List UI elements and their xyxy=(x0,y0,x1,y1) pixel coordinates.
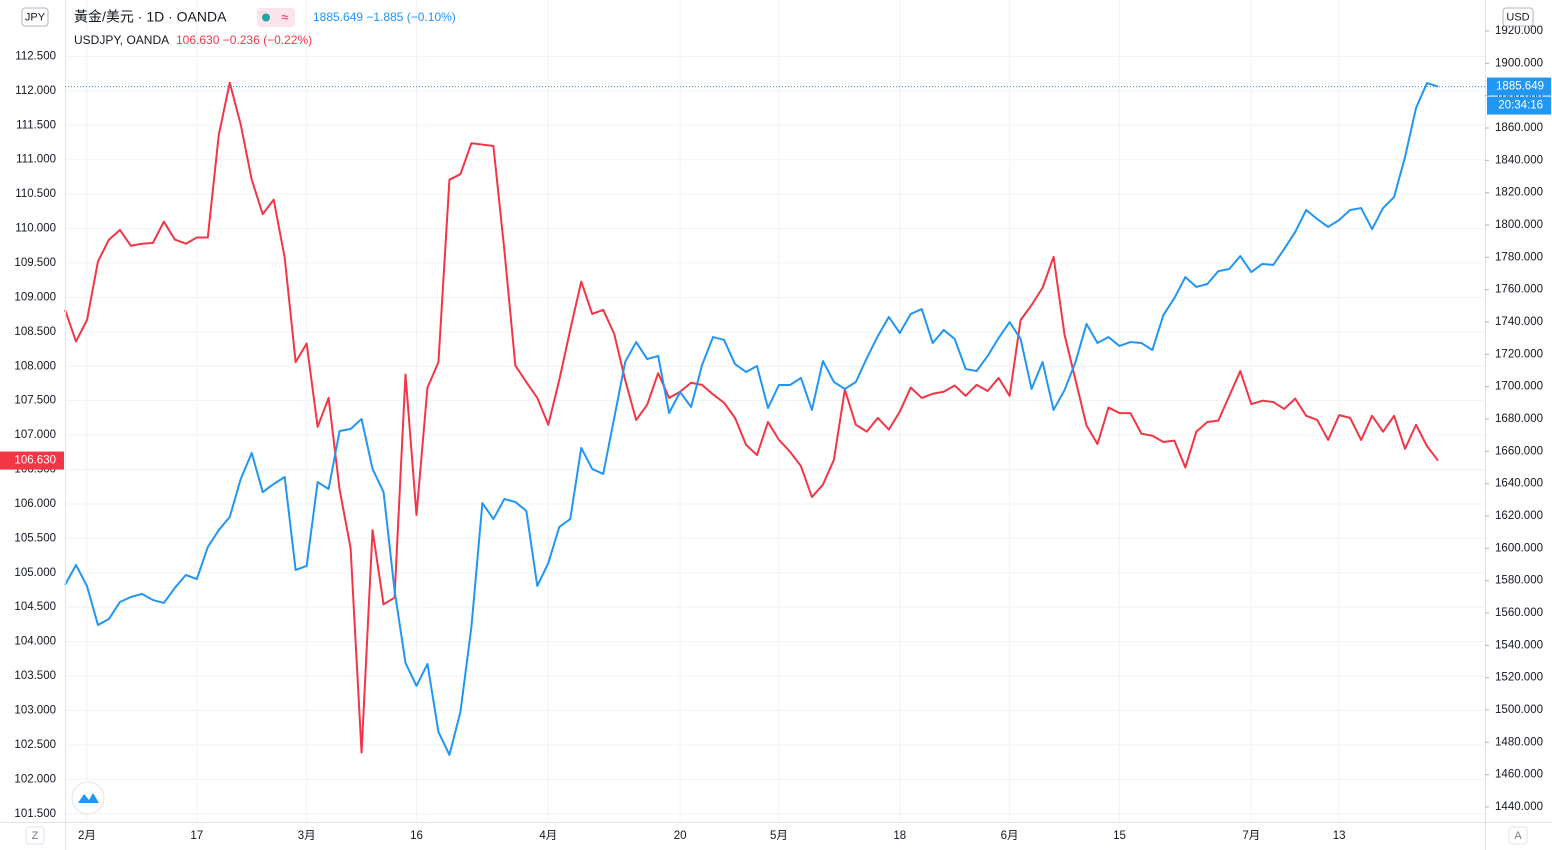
y2-tick-label: 1640.000 xyxy=(1495,478,1543,490)
left-unit: JPY xyxy=(25,11,46,23)
x-tick-label: 6月 xyxy=(1001,830,1019,842)
y-tick-label: 112.500 xyxy=(15,50,56,62)
countdown-label: 20:34:16 xyxy=(1498,100,1543,112)
y2-tick-label: 1780.000 xyxy=(1495,251,1543,263)
x-tick-label: 5月 xyxy=(770,830,788,842)
corner-box[interactable] xyxy=(25,826,45,845)
y-tick-label: 104.000 xyxy=(14,636,56,648)
y-tick-label: 108.500 xyxy=(14,326,56,338)
x-tick-label: 18 xyxy=(893,830,906,842)
y2-tick-label: 1600.000 xyxy=(1495,542,1543,554)
y2-tick-label: 1900.000 xyxy=(1495,57,1543,69)
grid xyxy=(65,0,1485,822)
legend-name[interactable]: 黃金/美元 · 1D · OANDA xyxy=(74,9,227,25)
y2-tick-label: 1680.000 xyxy=(1495,413,1543,425)
legend-quote: 1885.649 −1.885 (−0.10%) xyxy=(313,10,456,24)
y2-tick-label: 1460.000 xyxy=(1495,769,1543,781)
y-tick-label: 101.500 xyxy=(14,808,56,820)
y2-tick-label: 1540.000 xyxy=(1495,639,1543,651)
x-tick-label: 13 xyxy=(1333,830,1346,842)
lines xyxy=(64,81,1439,756)
y2-tick-label: 1480.000 xyxy=(1495,736,1543,748)
y-tick-label: 112.000 xyxy=(15,85,56,97)
status-badge[interactable] xyxy=(257,8,295,27)
corner-box[interactable] xyxy=(1508,826,1528,845)
y-tick-label: 104.500 xyxy=(14,601,56,613)
y2-tick-label: 1860.000 xyxy=(1495,122,1543,134)
x-tick-label: 15 xyxy=(1113,830,1126,842)
y2-tick-label: 1820.000 xyxy=(1495,187,1543,199)
x-tick-label: 3月 xyxy=(298,830,316,842)
y2-tick-label: 1720.000 xyxy=(1495,348,1543,360)
logo[interactable] xyxy=(71,781,105,815)
unit-box[interactable] xyxy=(1502,7,1534,27)
status-icon: ≈ xyxy=(281,9,288,24)
y2-tick-label: 1740.000 xyxy=(1495,316,1543,328)
price-tag xyxy=(1487,77,1551,96)
countdown-tag xyxy=(1487,96,1551,115)
y2-tick-label: 1840.000 xyxy=(1495,154,1543,166)
y2-tick-label: 1440.000 xyxy=(1495,801,1543,813)
y-tick-label: 105.000 xyxy=(14,567,56,579)
y-tick-label: 111.000 xyxy=(16,154,56,166)
y2-tick-label: 1800.000 xyxy=(1495,219,1543,231)
x-tick-label: 4月 xyxy=(539,830,557,842)
y2-tick-label: 1760.000 xyxy=(1495,284,1543,296)
right-unit: USD xyxy=(1506,11,1529,23)
status-dot xyxy=(262,13,270,22)
x-tick-label: 7月 xyxy=(1242,830,1260,842)
y-tick-label: 111.500 xyxy=(16,119,56,131)
x-tick-label: 2月 xyxy=(78,830,96,842)
y-tick-label: 106.000 xyxy=(14,498,56,510)
y-tick-label: 108.000 xyxy=(14,360,56,372)
y2-tick-label: 1520.000 xyxy=(1495,672,1543,684)
price-tag-label: 1885.649 xyxy=(1496,81,1544,93)
series-line xyxy=(64,81,1439,754)
series-line xyxy=(64,82,1439,756)
logo-mark xyxy=(78,793,99,803)
y-tick-label: 102.500 xyxy=(14,739,56,751)
x-tick-label: 20 xyxy=(674,830,687,842)
y2-tick-label: 1580.000 xyxy=(1495,575,1543,587)
axes: 101.500 102.000 102.500 103.000 103.500 104.0… xyxy=(14,25,1543,842)
corner-label: Z xyxy=(32,830,39,842)
corner-label: A xyxy=(1514,830,1522,842)
y2-tick-label: 1560.000 xyxy=(1495,607,1543,619)
y2-tick-label: 1500.000 xyxy=(1495,704,1543,716)
x-tick-label: 17 xyxy=(190,830,203,842)
y-tick-label: 105.500 xyxy=(14,532,56,544)
price-tags: 106.630 1885.649 20:34:16 xyxy=(0,77,1551,470)
y-tick-label: 103.000 xyxy=(14,705,56,717)
y-tick-label: 110.500 xyxy=(15,188,56,200)
y-tick-label: 109.500 xyxy=(14,257,56,269)
y-tick-label: 103.500 xyxy=(14,670,56,682)
y2-tick-label: 1700.000 xyxy=(1495,381,1543,393)
unit-box[interactable] xyxy=(21,7,49,27)
y-tick-label: 110.000 xyxy=(15,223,56,235)
legend-quote: 106.630 −0.236 (−0.22%) xyxy=(176,33,312,47)
y2-tick-label: 1660.000 xyxy=(1495,445,1543,457)
x-tick-label: 16 xyxy=(410,830,423,842)
price-tag-label: 106.630 xyxy=(14,455,56,467)
y-tick-label: 107.500 xyxy=(14,395,56,407)
legend-name[interactable]: USDJPY, OANDA xyxy=(74,33,169,47)
y2-tick-label: 1920.000 xyxy=(1495,25,1543,37)
y-tick-label: 107.000 xyxy=(14,429,56,441)
y-tick-label: 102.000 xyxy=(14,773,56,785)
price-tag xyxy=(0,451,64,470)
y2-tick-label: 1620.000 xyxy=(1495,510,1543,522)
y-tick-label: 109.000 xyxy=(14,291,56,303)
